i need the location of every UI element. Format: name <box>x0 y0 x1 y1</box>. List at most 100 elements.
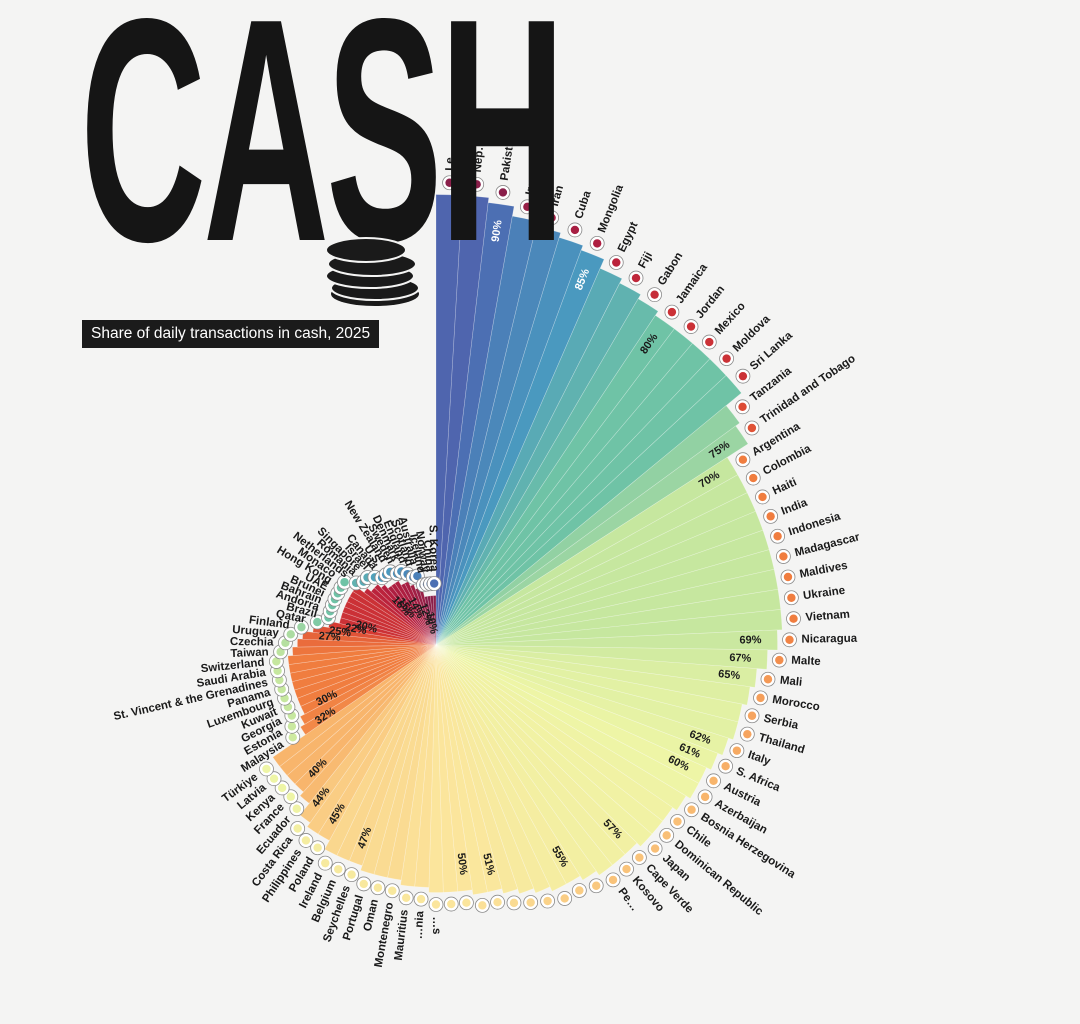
flag-icon <box>309 614 325 630</box>
country-label: Indonesia <box>787 510 842 538</box>
bar-uae <box>346 595 437 646</box>
bar-ecuador <box>299 644 437 804</box>
value-label: 69% <box>739 634 761 646</box>
bar-india <box>435 510 764 646</box>
bar-belgium <box>336 644 437 862</box>
flag-icon <box>344 867 359 883</box>
flag-icon <box>628 270 644 286</box>
flag-icon <box>442 175 457 191</box>
flag-icon <box>670 814 685 829</box>
flag-icon <box>337 574 352 590</box>
bar-czechia <box>297 638 437 648</box>
country-label: Italy <box>746 749 772 768</box>
country-label: Ukraine <box>802 585 845 602</box>
bar-kenya <box>286 644 437 785</box>
country-label: Haiti <box>771 476 799 497</box>
bar-panama <box>291 644 437 691</box>
flag-icon <box>571 883 587 898</box>
flag-icon <box>567 222 583 238</box>
bar-kosovo <box>435 644 626 866</box>
country-label: Mali <box>779 675 802 689</box>
flag-icon <box>356 876 372 892</box>
flag-icon <box>745 470 761 486</box>
flag-icon <box>283 626 299 642</box>
flag-icon <box>428 897 444 912</box>
country-label: Mongolia <box>596 183 626 235</box>
flag-icon <box>647 287 662 303</box>
flag-icon <box>474 897 490 913</box>
bar-segment-46 <box>435 644 551 894</box>
flag-icon <box>684 802 699 818</box>
bar-latvia <box>279 644 437 776</box>
bar-georgia <box>300 644 437 715</box>
bar-egypt <box>435 267 623 646</box>
country-label: Nicaragua <box>801 633 857 646</box>
country-label: India <box>780 497 810 518</box>
flag-icon <box>744 420 760 436</box>
header: CASH <box>80 0 566 310</box>
country-label: Maldives <box>799 560 849 581</box>
flag-icon <box>735 399 750 415</box>
flag-icon <box>294 619 309 635</box>
country-label: Gabon <box>656 250 685 287</box>
bar-madagascar <box>435 549 775 646</box>
flag-icon <box>735 452 751 468</box>
bar-japan <box>435 644 653 847</box>
bar-segment-50 <box>435 644 488 896</box>
bar-new-zealand <box>394 580 437 646</box>
country-label: Mexico <box>713 300 748 337</box>
flag-icon <box>490 894 505 910</box>
country-label: Iraq <box>524 173 540 196</box>
flag-icon <box>523 895 539 910</box>
value-label: 27% <box>318 630 341 644</box>
country-label: Iran <box>549 184 566 207</box>
bar-iceland <box>424 595 437 646</box>
bar-vietnam <box>435 609 783 646</box>
flag-icon <box>735 368 751 384</box>
bar-argentina <box>435 456 739 646</box>
flag-icon <box>426 576 442 591</box>
flag-icon <box>544 210 560 226</box>
bar-fiji <box>435 282 642 646</box>
flag-icon <box>701 334 717 350</box>
bar-nep- <box>435 195 490 646</box>
bar-israel <box>380 584 437 646</box>
bar-cape-verde <box>435 644 638 855</box>
flag-icon <box>683 319 699 334</box>
bar-s-korea <box>432 595 437 646</box>
value-label: 65% <box>718 668 741 682</box>
flag-icon <box>605 872 621 888</box>
bar-le- <box>435 194 463 646</box>
bar-dominican-republic <box>435 644 664 835</box>
country-label: Uruguay <box>232 624 280 639</box>
bar-mexico <box>435 342 711 646</box>
flag-icon <box>697 789 713 805</box>
bar-andorra <box>340 611 437 646</box>
bar-brunei <box>344 601 437 646</box>
flag-icon <box>413 891 429 907</box>
country-label: Serbia <box>762 713 800 733</box>
bar-seychelles <box>348 644 437 866</box>
country-label: Finland <box>248 614 290 631</box>
flag-icon <box>755 489 770 505</box>
bar-segment-48 <box>435 644 519 894</box>
flag-icon <box>443 896 459 912</box>
bar-canada <box>387 585 437 646</box>
country-label: Morocco <box>771 694 820 714</box>
country-label: Mauritius <box>393 909 411 961</box>
flag-icon <box>753 690 768 706</box>
country-label: Thailand <box>757 732 806 757</box>
country-label: Qatar <box>275 608 307 626</box>
country-label: China <box>421 539 436 572</box>
bar-norway <box>426 595 437 646</box>
bar-sweden <box>400 582 437 646</box>
value-label: 25% <box>328 625 352 640</box>
flag-icon <box>718 758 734 774</box>
flag-icon <box>519 199 535 215</box>
flag-icon <box>760 671 776 687</box>
bar-ukraine <box>435 588 781 646</box>
flag-icon <box>259 761 274 777</box>
flag-icon <box>589 235 605 251</box>
bar-mauritius <box>400 644 437 887</box>
bar-bahrain <box>342 606 437 646</box>
